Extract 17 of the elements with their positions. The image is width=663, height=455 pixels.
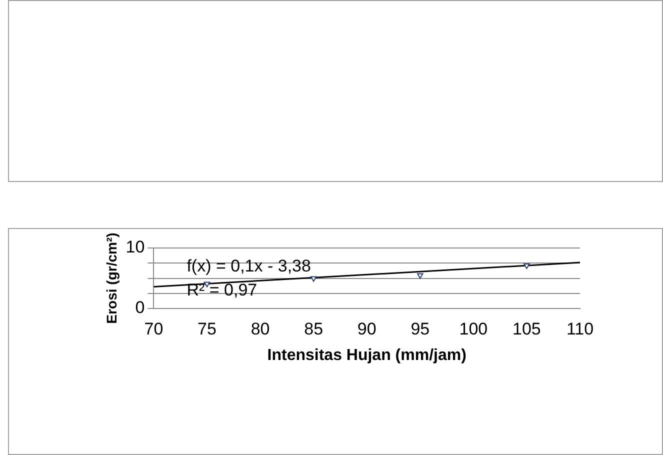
annotation: f(x) = 0,1x - 3,38 [186,256,311,276]
point [310,276,317,282]
y-tick-label: 0 [135,298,145,318]
y-axis-title: Erosi (gr/cm²) [103,232,120,324]
point [417,273,424,279]
x-tick-label: 80 [250,319,270,338]
x-tick-label: 75 [198,319,216,338]
x-axis-title: Intensitas Hujan (mm/jam) [267,346,466,364]
x-tick-label: 70 [144,319,164,338]
x-tick-label: 90 [357,319,376,338]
point [524,264,530,270]
x-tick-label: 100 [459,319,488,338]
y-tick-label: 10 [126,238,145,257]
x-tick-label: 110 [566,319,594,338]
x-tick-label: 95 [410,319,430,338]
x-tick-label: 105 [512,319,541,338]
x-tick-label: 85 [304,319,324,338]
